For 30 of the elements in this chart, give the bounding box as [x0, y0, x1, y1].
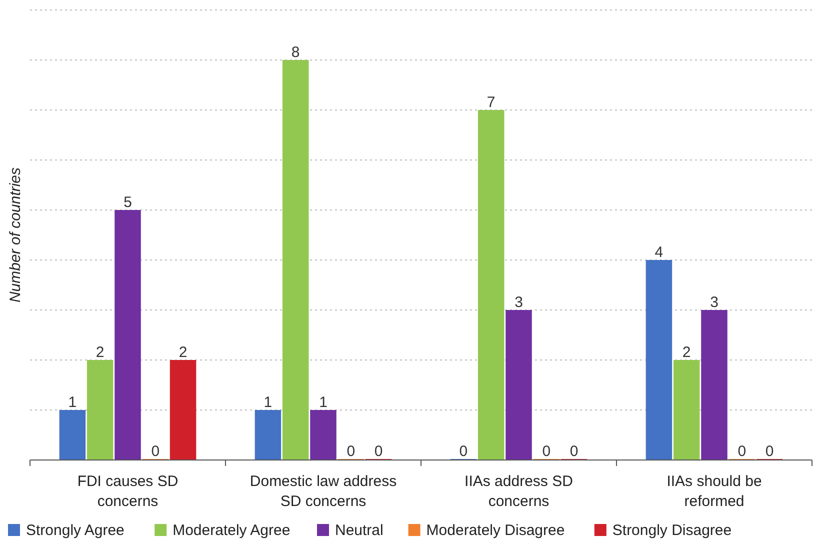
- data-label: 1: [68, 394, 77, 411]
- data-label: 0: [738, 443, 746, 460]
- legend-label: Strongly Disagree: [612, 522, 732, 539]
- data-label: 0: [542, 443, 551, 460]
- data-label: 2: [682, 344, 691, 361]
- x-tick-label: FDI causes SD concerns: [77, 473, 178, 510]
- data-label: 0: [151, 443, 160, 460]
- data-label: 0: [346, 443, 356, 460]
- data-label: 3: [514, 294, 523, 311]
- legend-label: Neutral: [335, 522, 384, 539]
- data-label: 2: [178, 344, 188, 361]
- data-label: 7: [486, 94, 496, 111]
- x-tick-label: IIAs address SD concerns: [464, 473, 574, 510]
- x-tick-label: Domestic law address SD concerns: [250, 473, 397, 510]
- y-axis-title: Number of countries: [7, 166, 24, 303]
- data-label: 1: [319, 394, 328, 411]
- data-label: 2: [96, 344, 104, 361]
- data-label: 8: [291, 44, 300, 61]
- data-label: 0: [459, 443, 468, 460]
- legend-label: Moderately Disagree: [426, 522, 565, 539]
- x-tick-label: IIAs should be reformed: [666, 473, 762, 510]
- data-label: 0: [374, 443, 383, 460]
- data-label: 0: [765, 443, 774, 460]
- data-label: 3: [710, 294, 718, 311]
- legend-label: Moderately Agree: [172, 522, 290, 539]
- legend-label: Strongly Agree: [26, 522, 124, 539]
- data-label: 0: [570, 443, 578, 460]
- data-label: 1: [264, 394, 272, 411]
- data-label: 4: [654, 244, 664, 261]
- data-label: 5: [124, 194, 132, 211]
